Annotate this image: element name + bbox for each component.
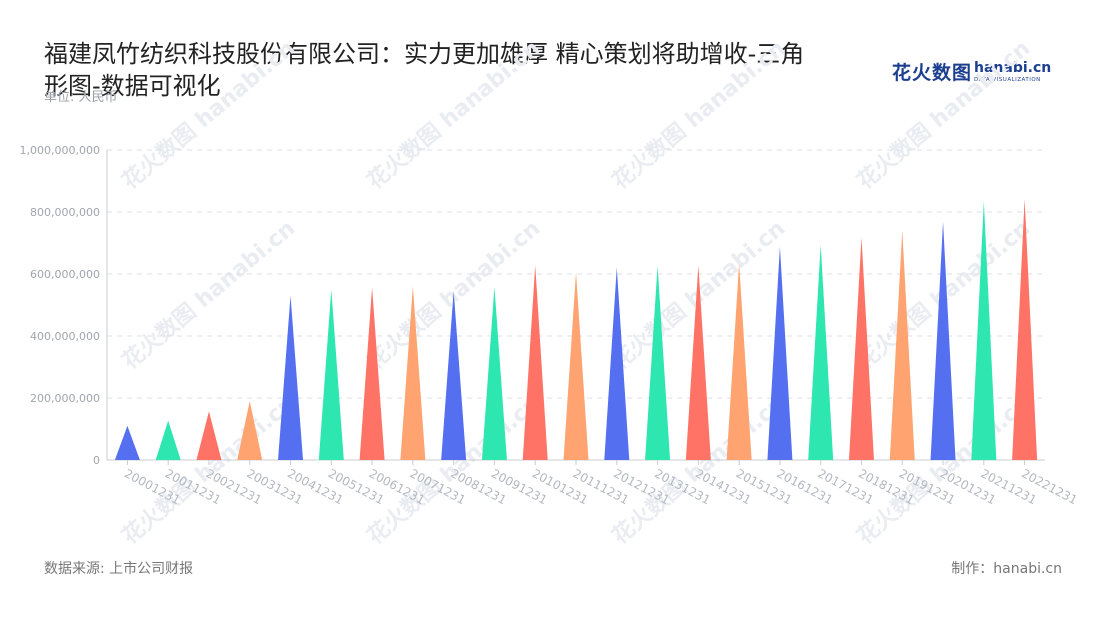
logo: 花火数图 hanabi.cn DATA VISUALIZATION	[892, 58, 1051, 88]
watermark: 花火数图 hanabi.cn	[607, 35, 790, 194]
watermark: 花火数图 hanabi.cn	[362, 35, 545, 194]
page-title: 福建凤竹纺织科技股份有限公司：实力更加雄厚 精心策划将助增收-三角形图-数据可视…	[44, 40, 805, 100]
y-tick-label: 400,000,000	[30, 330, 100, 343]
triangle-bar	[808, 244, 834, 460]
data-source: 数据来源: 上市公司财报	[44, 561, 194, 577]
triangle-bar	[930, 221, 956, 460]
credit-label: 制作：hanabi.cn	[951, 561, 1062, 577]
watermark: 花火数图 hanabi.cn	[117, 35, 300, 194]
triangle-bar	[685, 265, 711, 460]
grid-lines	[107, 149, 1045, 399]
triangle-bar	[971, 201, 997, 460]
triangle-bar	[114, 425, 140, 460]
y-tick-label: 200,000,000	[30, 392, 100, 405]
triangle-bar	[400, 286, 426, 460]
logo-cn-text: 花火数图	[892, 62, 973, 84]
triangle-bar	[767, 246, 793, 460]
bar-series	[114, 198, 1038, 461]
watermark: 花火数图 hanabi.cn	[852, 35, 1035, 194]
triangle-bar	[196, 411, 222, 460]
triangle-bar	[155, 420, 181, 460]
triangle-bar	[481, 287, 507, 460]
unit-label: 单位: 人民币	[44, 90, 118, 105]
triangle-bar	[522, 265, 548, 460]
y-tick-label: 800,000,000	[30, 206, 100, 219]
logo-subtitle: DATA VISUALIZATION	[974, 77, 1041, 83]
triangle-bar	[318, 289, 344, 460]
y-tick-label: 1,000,000,000	[20, 144, 100, 157]
y-tick-label: 600,000,000	[30, 268, 100, 281]
logo-en-text: hanabi.cn	[974, 60, 1052, 76]
y-tick-label: 0	[93, 454, 100, 467]
triangle-bar	[359, 287, 385, 460]
triangle-bar	[726, 263, 752, 460]
triangle-bar	[645, 265, 671, 460]
triangle-bar	[441, 291, 467, 460]
triangle-bar	[278, 295, 304, 460]
triangle-bar	[563, 272, 589, 460]
triangle-bar	[604, 267, 630, 460]
triangle-bar	[848, 237, 874, 460]
watermark: 花火数图 hanabi.cn	[117, 215, 300, 374]
triangle-bar	[237, 401, 263, 460]
triangle-bar	[889, 230, 915, 460]
triangle-bar	[1012, 198, 1038, 461]
y-tick-labels: 0 200,000,000 400,000,000 600,000,000 800,00…	[20, 144, 100, 467]
